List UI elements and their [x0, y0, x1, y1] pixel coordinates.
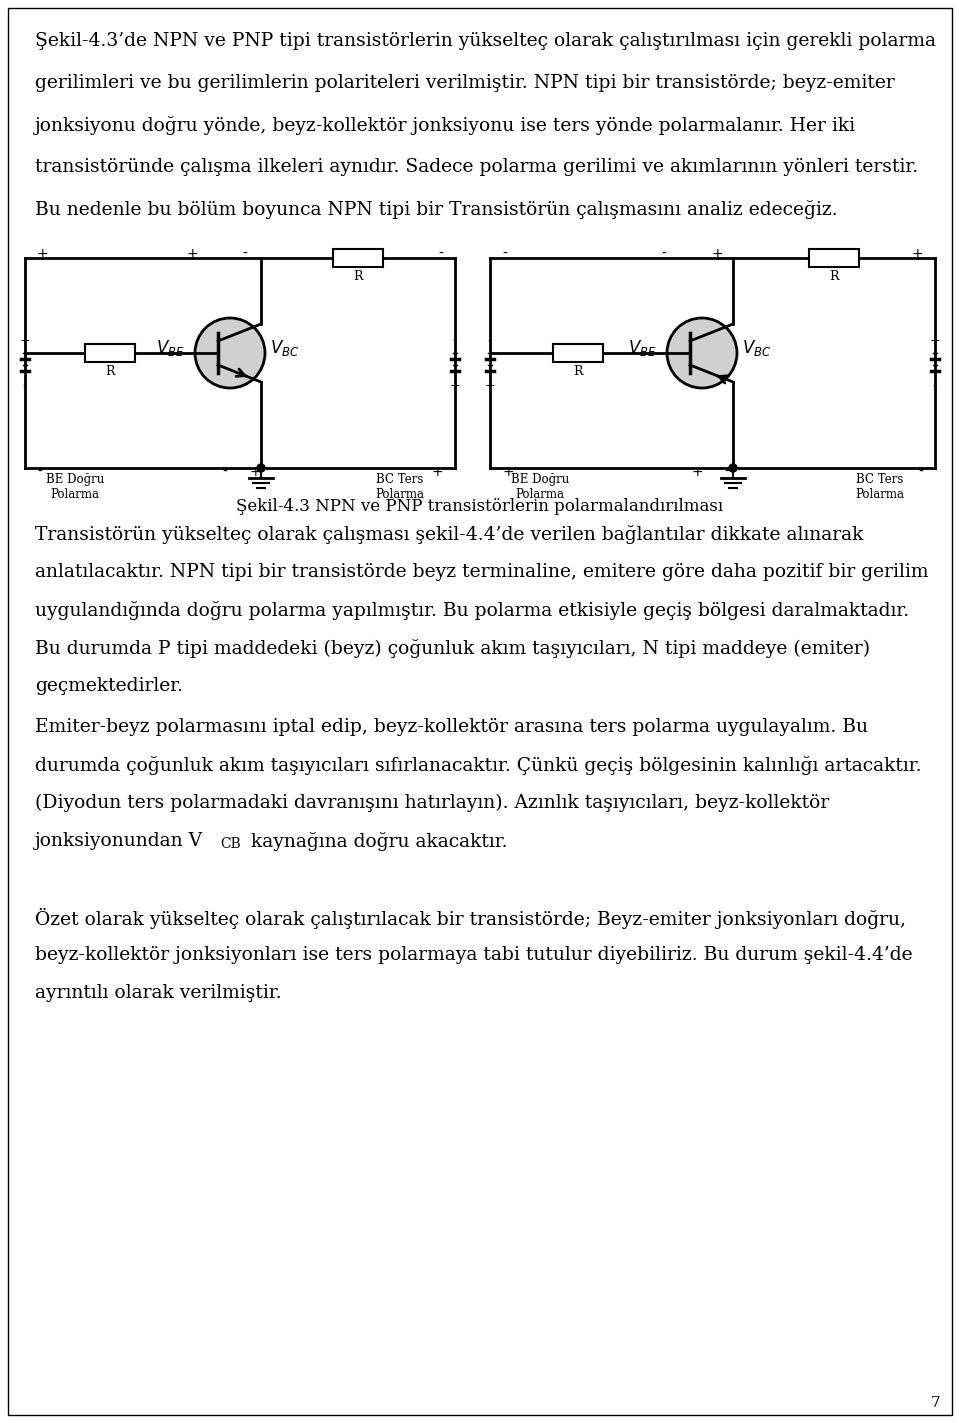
Text: -: - — [488, 334, 492, 347]
Text: R: R — [573, 366, 583, 379]
Text: ayrıntılı olarak verilmiştir.: ayrıntılı olarak verilmiştir. — [35, 983, 281, 1002]
Text: -: - — [23, 379, 27, 391]
Text: CB: CB — [220, 837, 241, 851]
Text: -: - — [37, 465, 42, 480]
Text: BE Doğru
Polarma: BE Doğru Polarma — [46, 472, 104, 501]
Bar — [553, 344, 603, 361]
Bar — [85, 344, 135, 361]
Text: Özet olarak yükselteç olarak çalıştırılacak bir transistörde; Beyz-emiter jonksi: Özet olarak yükselteç olarak çalıştırıla… — [35, 908, 906, 929]
Circle shape — [667, 317, 737, 388]
Text: -: - — [661, 248, 666, 260]
Text: jonksiyonundan V: jonksiyonundan V — [35, 832, 204, 850]
Text: -: - — [243, 248, 248, 260]
Text: -: - — [223, 465, 228, 480]
Text: +: + — [186, 248, 198, 260]
Text: +: + — [20, 334, 31, 347]
Text: -: - — [918, 465, 923, 480]
Text: $V_{BE}$: $V_{BE}$ — [628, 339, 657, 359]
Text: +: + — [691, 465, 703, 480]
Text: +: + — [449, 379, 460, 391]
Text: gerilimleri ve bu gerilimlerin polariteleri verilmiştir. NPN tipi bir transistör: gerilimleri ve bu gerilimlerin polaritel… — [35, 74, 895, 92]
Text: +: + — [431, 465, 443, 480]
Text: Şekil-4.3’de NPN ve PNP tipi transistörlerin yükselteç olarak çalıştırılması içi: Şekil-4.3’de NPN ve PNP tipi transistörl… — [35, 31, 936, 50]
Text: Transistörün yükselteç olarak çalışması şekil-4.4’de verilen bağlantılar dikkate: Transistörün yükselteç olarak çalışması … — [35, 525, 863, 544]
Text: BE Doğru
Polarma: BE Doğru Polarma — [511, 472, 569, 501]
Text: R: R — [353, 270, 363, 283]
Text: Emiter-beyz polarmasını iptal edip, beyz-kollektör arasına ters polarma uygulaya: Emiter-beyz polarmasını iptal edip, beyz… — [35, 719, 868, 736]
Text: $V_{BE}$: $V_{BE}$ — [156, 339, 184, 359]
Circle shape — [729, 464, 737, 472]
Text: uygulandığında doğru polarma yapılmıştır. Bu polarma etkisiyle geçiş bölgesi dar: uygulandığında doğru polarma yapılmıştır… — [35, 601, 909, 620]
Text: transistöründe çalışma ilkeleri aynıdır. Sadece polarma gerilimi ve akımlarının : transistöründe çalışma ilkeleri aynıdır.… — [35, 158, 918, 176]
Text: $V_{BC}$: $V_{BC}$ — [271, 339, 300, 359]
Text: +: + — [250, 465, 261, 480]
Text: +: + — [929, 334, 940, 347]
Text: -: - — [453, 334, 457, 347]
Text: +: + — [485, 379, 495, 391]
Text: (Diyodun ters polarmadaki davranışını hatırlayın). Azınlık taşıyıcıları, beyz-ko: (Diyodun ters polarmadaki davranışını ha… — [35, 794, 829, 813]
Text: Şekil-4.3 NPN ve PNP transistörlerin polarmalandırılması: Şekil-4.3 NPN ve PNP transistörlerin pol… — [236, 498, 724, 515]
Text: anlatılacaktır. NPN tipi bir transistörde beyz terminaline, emitere göre daha po: anlatılacaktır. NPN tipi bir transistörd… — [35, 564, 928, 581]
Text: -: - — [725, 465, 730, 480]
Text: BC Ters
Polarma: BC Ters Polarma — [375, 472, 424, 501]
Text: -: - — [438, 248, 443, 260]
Text: durumda çoğunluk akım taşıyıcıları sıfırlanacaktır. Çünkü geçiş bölgesinin kalın: durumda çoğunluk akım taşıyıcıları sıfır… — [35, 756, 922, 776]
Text: +: + — [711, 248, 723, 260]
Text: kaynağına doğru akacaktır.: kaynağına doğru akacaktır. — [245, 832, 508, 851]
Text: Bu nedenle bu bölüm boyunca NPN tipi bir Transistörün çalışmasını analiz edeceği: Bu nedenle bu bölüm boyunca NPN tipi bir… — [35, 201, 838, 219]
Circle shape — [195, 317, 265, 388]
Text: geçmektedirler.: geçmektedirler. — [35, 677, 183, 694]
Text: beyz-kollektör jonksiyonları ise ters polarmaya tabi tutulur diyebiliriz. Bu dur: beyz-kollektör jonksiyonları ise ters po… — [35, 946, 913, 963]
Text: jonksiyonu doğru yönde, beyz-kollektör jonksiyonu ise ters yönde polarmalanır. H: jonksiyonu doğru yönde, beyz-kollektör j… — [35, 117, 856, 135]
Text: Bu durumda P tipi maddedeki (beyz) çoğunluk akım taşıyıcıları, N tipi maddeye (e: Bu durumda P tipi maddedeki (beyz) çoğun… — [35, 639, 870, 657]
Circle shape — [257, 464, 265, 472]
Text: R: R — [106, 366, 115, 379]
Text: -: - — [933, 379, 937, 391]
Text: 7: 7 — [930, 1396, 940, 1410]
Bar — [333, 249, 383, 268]
Text: +: + — [37, 248, 49, 260]
Text: R: R — [829, 270, 839, 283]
Text: $V_{BC}$: $V_{BC}$ — [742, 339, 772, 359]
Text: -: - — [502, 248, 507, 260]
Text: BC Ters
Polarma: BC Ters Polarma — [855, 472, 904, 501]
Bar — [809, 249, 859, 268]
Text: +: + — [911, 248, 923, 260]
Text: +: + — [502, 465, 514, 480]
